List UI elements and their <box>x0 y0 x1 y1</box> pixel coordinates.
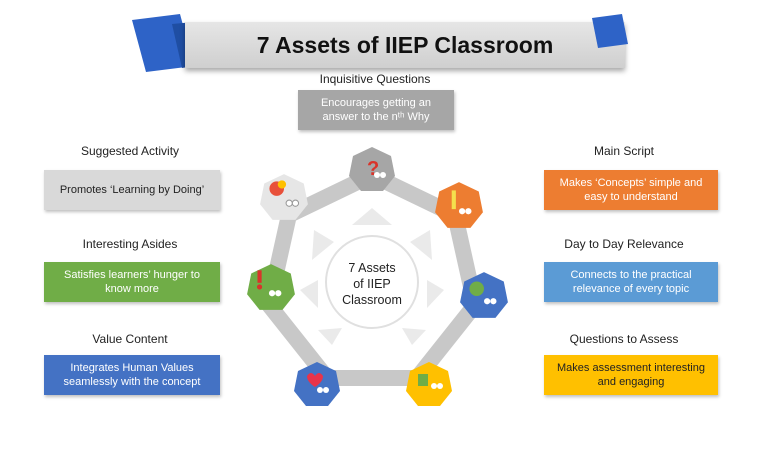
asset-wheel <box>261 167 483 386</box>
desc-assess: Makes assessment interesting and engagin… <box>544 355 718 395</box>
heading-value: Value Content <box>92 332 168 346</box>
book-icon <box>418 374 428 386</box>
node-inquisitive: ? <box>349 147 395 191</box>
globe-icon <box>469 281 484 296</box>
center-circle <box>325 235 419 329</box>
heading-activity: Suggested Activity <box>80 144 180 158</box>
page-title: 7 Assets of IIEP Classroom <box>256 32 554 58</box>
center-label: 7 Assets of IIEP Classroom <box>342 261 402 307</box>
banner-ribbon-right <box>592 14 628 48</box>
desc-main-script: Makes ‘Concepts’ simple and easy to unde… <box>544 170 718 210</box>
heading-main-script: Main Script <box>593 144 655 158</box>
desc-value: Integrates Human Values seamlessly with … <box>44 355 220 395</box>
desc-activity: Promotes ‘Learning by Doing’ <box>44 170 220 210</box>
node-asides <box>247 264 295 310</box>
desc-relevance: Connects to the practical relevance of e… <box>544 262 718 302</box>
node-activity <box>260 174 308 220</box>
heading-asides: Interesting Asides <box>82 237 178 251</box>
title-banner <box>185 22 625 68</box>
heading-relevance: Day to Day Relevance <box>564 237 684 251</box>
node-assess <box>406 362 452 406</box>
pencil-icon <box>451 190 456 210</box>
desc-asides: Satisfies learners’ hunger to know more <box>44 262 220 302</box>
exclamation-icon <box>257 270 262 283</box>
desc-inquisitive: Encourages getting an answer to the nᵗʰ … <box>298 90 454 130</box>
heading-inquisitive: Inquisitive Questions <box>319 72 431 86</box>
node-value <box>294 362 340 406</box>
node-main-script <box>435 182 483 228</box>
heading-assess: Questions to Assess <box>569 332 679 346</box>
heart-icon <box>307 373 323 387</box>
node-relevance <box>460 272 508 318</box>
